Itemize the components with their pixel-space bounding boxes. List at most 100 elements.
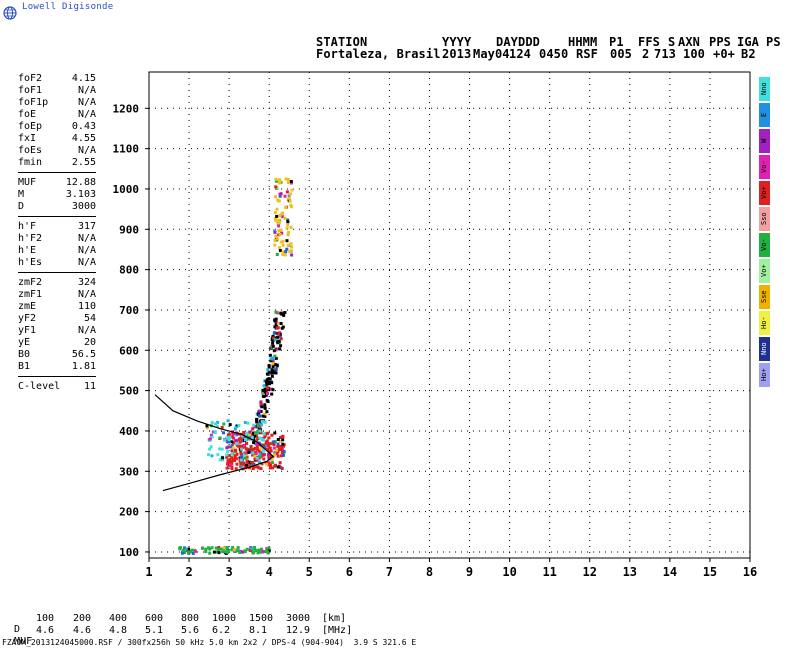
echo-point <box>266 431 270 435</box>
echo-point <box>215 550 219 554</box>
echo-point <box>271 362 275 366</box>
legend-swatch: Vo- <box>759 155 770 179</box>
echo-point <box>274 356 278 360</box>
echo-point <box>229 463 232 467</box>
legend-label: Nno <box>760 342 768 356</box>
echo-point <box>283 216 287 220</box>
echo-point <box>287 194 291 198</box>
echo-point <box>289 192 292 196</box>
echo-point <box>216 420 219 424</box>
echo-point <box>264 441 268 445</box>
echo-point <box>243 453 246 457</box>
echo-point <box>248 430 252 434</box>
y-tick-label: 600 <box>119 344 139 357</box>
echo-point <box>284 177 288 181</box>
echo-point <box>268 450 272 454</box>
echo-point <box>239 462 243 466</box>
echo-point <box>234 448 237 452</box>
echo-point <box>239 452 243 456</box>
echo-point <box>227 440 230 444</box>
echo-point <box>274 185 278 189</box>
echo-point <box>212 550 216 554</box>
echo-point <box>255 458 259 462</box>
axis-ticks <box>145 107 751 562</box>
echo-point <box>207 546 211 550</box>
footer-value: 1500 <box>249 613 274 624</box>
header-cell: YYYY <box>442 35 472 49</box>
legend-label: Nno <box>760 82 768 96</box>
echo-point <box>261 438 265 442</box>
footer-d-row: D <box>2 613 20 635</box>
param-row: C-level 11 <box>18 381 96 393</box>
param-value: 54 <box>83 313 96 324</box>
param-key: zmE <box>18 301 37 312</box>
echo-point <box>265 410 269 414</box>
echo-point <box>251 451 255 455</box>
echo-point <box>263 414 267 418</box>
echo-point <box>213 431 217 434</box>
echo-point <box>242 435 246 439</box>
param-key: h'F <box>18 221 37 232</box>
param-separator <box>18 272 96 273</box>
echo-point <box>287 196 291 200</box>
footer-d-label: D <box>14 624 21 635</box>
echo-point <box>226 462 229 466</box>
echo-point <box>263 420 267 424</box>
echo-point <box>235 439 239 443</box>
echo-point <box>257 409 261 413</box>
echo-point <box>280 446 284 450</box>
param-key: h'F2 <box>18 233 43 244</box>
echo-point <box>241 550 245 554</box>
echo-point <box>259 410 263 413</box>
header-cell: B2 <box>741 47 756 61</box>
echo-point <box>231 546 235 549</box>
echo-point <box>259 467 263 471</box>
echo-point <box>270 392 274 396</box>
echo-point <box>256 430 260 433</box>
echo-point <box>226 459 230 463</box>
legend-label: Vo+ <box>760 264 768 278</box>
echo-point <box>231 435 234 439</box>
echo-point <box>181 550 185 554</box>
echo-point <box>281 442 285 446</box>
echo-point <box>280 215 284 219</box>
echo-point <box>222 431 225 435</box>
echo-point <box>267 445 271 449</box>
echo-point <box>188 550 191 554</box>
echo-point <box>276 438 280 441</box>
echo-point <box>227 438 231 442</box>
legend-swatch: Sse <box>759 285 770 309</box>
echo-point <box>272 336 276 340</box>
echo-point <box>279 311 283 315</box>
echo-point <box>263 390 267 394</box>
echo-point <box>267 436 271 440</box>
echo-point <box>258 454 262 458</box>
header-cell: 124 <box>509 47 531 61</box>
header-cell: FFS <box>638 35 660 49</box>
param-key: yF1 <box>18 325 37 336</box>
echo-point <box>253 546 256 549</box>
echo-point <box>278 181 282 184</box>
echo-point <box>242 461 246 465</box>
echo-point <box>266 550 269 554</box>
echo-point <box>258 550 262 554</box>
param-value: 20 <box>83 337 96 348</box>
param-key: foEs <box>18 145 43 156</box>
header-cell: 100 <box>683 47 705 61</box>
echo-point <box>249 447 253 451</box>
echo-point <box>254 452 258 456</box>
echo-point <box>278 249 282 252</box>
echo-point <box>254 432 257 435</box>
footer-value: 200 <box>73 613 92 624</box>
echo-point <box>191 551 195 555</box>
echo-point <box>253 454 257 458</box>
echo-point <box>225 436 229 440</box>
legend-swatch: Ho+ <box>759 363 770 387</box>
echo-point <box>279 436 282 439</box>
echo-point <box>231 433 235 436</box>
param-row: foF2 4.15 <box>18 73 96 85</box>
echo-point <box>215 425 219 428</box>
echo-point <box>219 547 223 551</box>
param-value: N/A <box>77 325 96 336</box>
echo-point <box>273 464 277 468</box>
